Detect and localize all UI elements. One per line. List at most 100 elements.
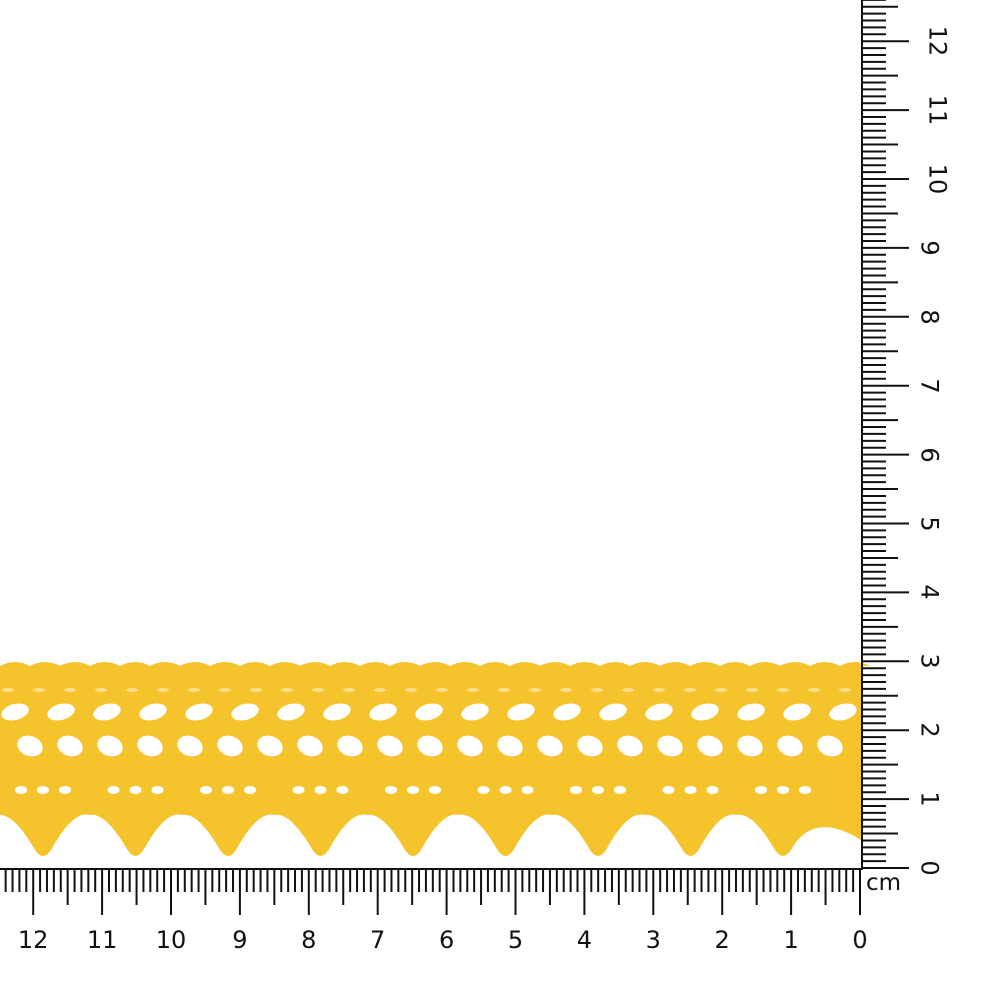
horizontal-ruler-label: 0 (852, 926, 868, 954)
lace-hole (553, 703, 581, 721)
horizontal-ruler-label: 10 (155, 926, 187, 954)
horizontal-ruler-label: 4 (576, 926, 593, 954)
lace-hole (257, 735, 283, 757)
lace-hole (93, 703, 121, 721)
lace-stitch (405, 688, 417, 692)
lace-hole (1, 703, 29, 721)
lace-hole (777, 786, 789, 794)
lace-hole (417, 735, 443, 757)
lace-hole (829, 703, 857, 721)
lace-stitch (157, 688, 169, 692)
lace-stitch (126, 688, 138, 692)
lace-hole (592, 786, 604, 794)
lace-hole (17, 735, 43, 757)
lace-hole (645, 703, 673, 721)
horizontal-ruler-label: 7 (370, 926, 386, 954)
lace-hole (706, 786, 719, 794)
lace-stitch (467, 688, 479, 692)
horizontal-ruler-label: 12 (17, 926, 49, 954)
vertical-ruler-label: 12 (923, 25, 952, 57)
horizontal-ruler-label: 9 (232, 926, 248, 954)
lace-hole (57, 735, 83, 757)
lace-hole (497, 735, 523, 757)
lace-stitch (250, 688, 262, 692)
lace-hole (129, 786, 142, 794)
vertical-ruler-label: 0 (915, 860, 944, 876)
lace-hole (137, 735, 163, 757)
lace-hole (59, 786, 71, 794)
lace-hole (385, 786, 397, 794)
lace-hole (737, 703, 765, 721)
lace-stitch (281, 688, 293, 692)
lace-hole (777, 735, 803, 757)
lace-hole (37, 786, 49, 794)
horizontal-ruler-label: 2 (714, 926, 730, 954)
lace-stitch (622, 688, 634, 692)
lace-stitch (2, 688, 14, 692)
lace-hole (231, 703, 259, 721)
lace-hole (691, 703, 719, 721)
lace-stitch (715, 688, 727, 692)
lace-stitch (374, 688, 386, 692)
lace-hole (737, 735, 763, 757)
lace-stitch (746, 688, 758, 692)
lace-hole (684, 786, 697, 794)
lace-hole (97, 735, 123, 757)
vertical-ruler-label: 4 (915, 584, 944, 601)
lace-hole (277, 703, 305, 721)
lace-hole (415, 703, 443, 721)
lace-hole (799, 786, 811, 794)
lace-hole (314, 786, 327, 794)
lace-hole (697, 735, 723, 757)
lace-hole (369, 703, 397, 721)
lace-stitch (498, 688, 510, 692)
lace-hole (755, 786, 767, 794)
lace-hole (292, 786, 305, 794)
horizontal-ruler-label: 1 (783, 926, 799, 954)
lace-stitch (560, 688, 572, 692)
horizontal-ruler-label: 6 (438, 926, 455, 954)
lace-hole (323, 703, 351, 721)
lace-hole (139, 703, 167, 721)
vertical-ruler-label: 10 (923, 163, 952, 195)
vertical-ruler-label: 2 (915, 722, 944, 738)
lace-hole (185, 703, 213, 721)
lace-stitch (312, 688, 324, 692)
lace-hole (577, 735, 603, 757)
lace-hole (151, 786, 164, 794)
lace-stitch (684, 688, 696, 692)
lace-hole (457, 735, 483, 757)
lace-hole (407, 786, 419, 794)
lace-hole (222, 786, 234, 794)
lace-stitch (808, 688, 820, 692)
vertical-ruler-label: 9 (915, 240, 944, 256)
lace-hole (783, 703, 811, 721)
lace-stitch (839, 688, 851, 692)
lace-hole (200, 786, 212, 794)
lace-hole (461, 703, 489, 721)
vertical-ruler-label: 11 (923, 94, 952, 126)
lace-hole (244, 786, 256, 794)
lace-hole (499, 786, 512, 794)
lace-hole (817, 735, 843, 757)
ruler-unit-label: cm (866, 870, 902, 896)
lace-stitch (219, 688, 231, 692)
lace-stitch (777, 688, 789, 692)
horizontal-ruler-label: 8 (301, 926, 317, 954)
lace-stitch (653, 688, 665, 692)
lace-hole (15, 786, 27, 794)
lace-hole (657, 735, 683, 757)
horizontal-ruler-label: 3 (645, 926, 661, 954)
lace-hole (617, 735, 643, 757)
lace-hole (107, 786, 120, 794)
lace-stitch (188, 688, 200, 692)
lace-hole (336, 786, 349, 794)
lace-stitch (64, 688, 76, 692)
lace-stitch (33, 688, 45, 692)
vertical-ruler-label: 7 (915, 378, 944, 394)
lace-hole (537, 735, 563, 757)
lace-hole (217, 735, 243, 757)
horizontal-ruler-label: 11 (86, 926, 118, 954)
